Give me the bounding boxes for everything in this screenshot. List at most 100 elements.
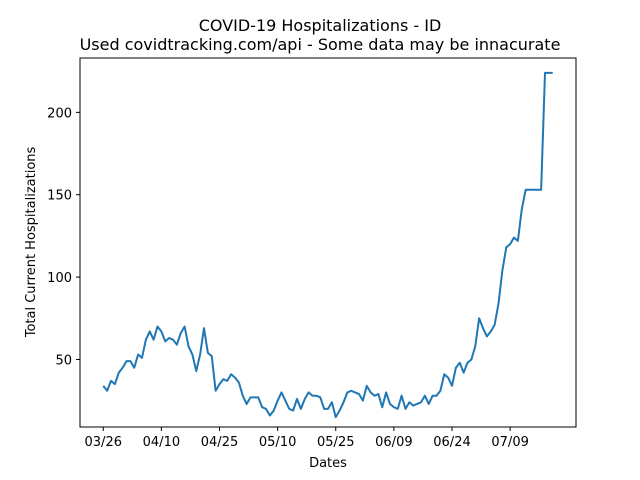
data-point	[385, 391, 387, 393]
data-point	[443, 373, 445, 375]
x-tick-label: 05/25	[317, 435, 354, 450]
data-point	[277, 400, 279, 402]
data-point	[188, 345, 190, 347]
data-point	[149, 330, 151, 332]
data-point	[490, 330, 492, 332]
data-point	[331, 401, 333, 403]
data-point	[408, 401, 410, 403]
data-point	[157, 326, 159, 328]
data-point	[261, 406, 263, 408]
x-tick-label: 05/10	[259, 435, 296, 450]
data-point	[253, 396, 255, 398]
data-point	[463, 372, 465, 374]
x-tick-label: 07/09	[491, 435, 528, 450]
data-point	[370, 391, 372, 393]
data-point	[296, 398, 298, 400]
chart-subtitle: Used covidtracking.com/api - Some data m…	[80, 35, 561, 54]
data-point	[517, 240, 519, 242]
data-point	[246, 403, 248, 405]
data-point	[513, 237, 515, 239]
data-point	[447, 377, 449, 379]
data-point	[323, 408, 325, 410]
data-point	[432, 395, 434, 397]
data-point	[529, 189, 531, 191]
data-point	[292, 410, 294, 412]
data-point	[184, 326, 186, 328]
data-point	[362, 400, 364, 402]
data-point	[319, 396, 321, 398]
data-point	[525, 189, 527, 191]
data-point	[521, 209, 523, 211]
data-point	[230, 373, 232, 375]
data-point	[486, 335, 488, 337]
data-point	[176, 344, 178, 346]
data-point	[207, 352, 209, 354]
data-point	[494, 324, 496, 326]
data-point	[428, 403, 430, 405]
data-point	[358, 393, 360, 395]
x-tick-label: 06/24	[433, 435, 470, 450]
data-point	[412, 405, 414, 407]
data-point	[141, 357, 143, 359]
data-point	[439, 390, 441, 392]
data-point	[195, 370, 197, 372]
data-point	[242, 395, 244, 397]
data-point	[436, 395, 438, 397]
data-point	[265, 408, 267, 410]
data-point	[401, 395, 403, 397]
data-point	[304, 398, 306, 400]
data-point	[191, 354, 193, 356]
data-point	[114, 383, 116, 385]
data-point	[122, 367, 124, 369]
data-point	[405, 408, 407, 410]
data-point	[482, 327, 484, 329]
x-tick-label: 04/10	[143, 435, 180, 450]
data-point	[288, 408, 290, 410]
data-point	[393, 406, 395, 408]
data-point	[250, 396, 252, 398]
data-point	[312, 395, 314, 397]
y-tick-label: 200	[47, 106, 72, 121]
data-point	[501, 270, 503, 272]
y-axis-label: Total Current Hospitalizations	[24, 146, 39, 338]
data-point	[389, 403, 391, 405]
data-point	[416, 403, 418, 405]
data-point	[335, 416, 337, 418]
data-point	[381, 406, 383, 408]
data-point	[552, 72, 554, 74]
series-line-hospitalizations	[102, 71, 553, 419]
y-tick-label: 150	[47, 189, 72, 204]
data-point	[308, 391, 310, 393]
data-point	[470, 358, 472, 360]
x-axis-label: Dates	[309, 456, 347, 471]
chart-title: COVID-19 Hospitalizations - ID	[199, 16, 442, 35]
y-tick-label: 50	[55, 353, 72, 368]
y-axis-ticks: 50 100 150 200	[47, 106, 80, 368]
data-point	[129, 360, 131, 362]
data-point	[505, 246, 507, 248]
data-point	[164, 340, 166, 342]
data-point	[106, 390, 108, 392]
data-point	[315, 395, 317, 397]
data-point	[474, 345, 476, 347]
data-point	[397, 408, 399, 410]
data-point	[467, 362, 469, 364]
x-tick-label: 03/26	[85, 435, 122, 450]
data-point	[420, 401, 422, 403]
data-point	[300, 408, 302, 410]
data-point	[459, 362, 461, 364]
data-point	[284, 400, 286, 402]
data-point	[540, 189, 542, 191]
data-point	[211, 355, 213, 357]
data-point	[137, 354, 139, 356]
data-point	[548, 72, 550, 74]
x-tick-label: 06/09	[375, 435, 412, 450]
data-point	[366, 385, 368, 387]
data-point	[327, 408, 329, 410]
x-tick-label: 04/25	[201, 435, 238, 450]
series-points	[102, 72, 554, 418]
data-point	[424, 395, 426, 397]
data-point	[374, 395, 376, 397]
data-point	[222, 378, 224, 380]
